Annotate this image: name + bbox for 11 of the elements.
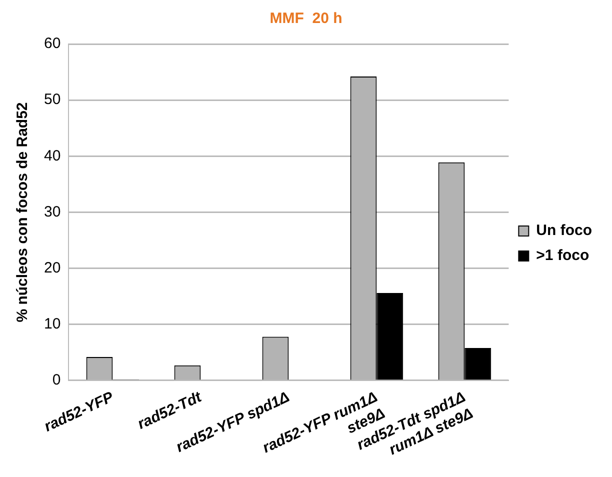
y-axis-title: % núcleos con focos de Rad52 [14,102,32,322]
y-tick-label: 50 [44,91,61,108]
y-tick-label: 40 [44,147,61,164]
y-tick-label: 20 [44,259,61,276]
y-tick-label: 10 [44,316,61,333]
y-tick-label: 60 [44,35,61,52]
y-tick-label: 0 [52,372,61,389]
legend-label: >1 foco [536,247,590,264]
legend-label: Un foco [536,222,592,240]
y-tick-label: 30 [44,203,61,220]
chart-title: MMF 20 h [270,10,342,28]
